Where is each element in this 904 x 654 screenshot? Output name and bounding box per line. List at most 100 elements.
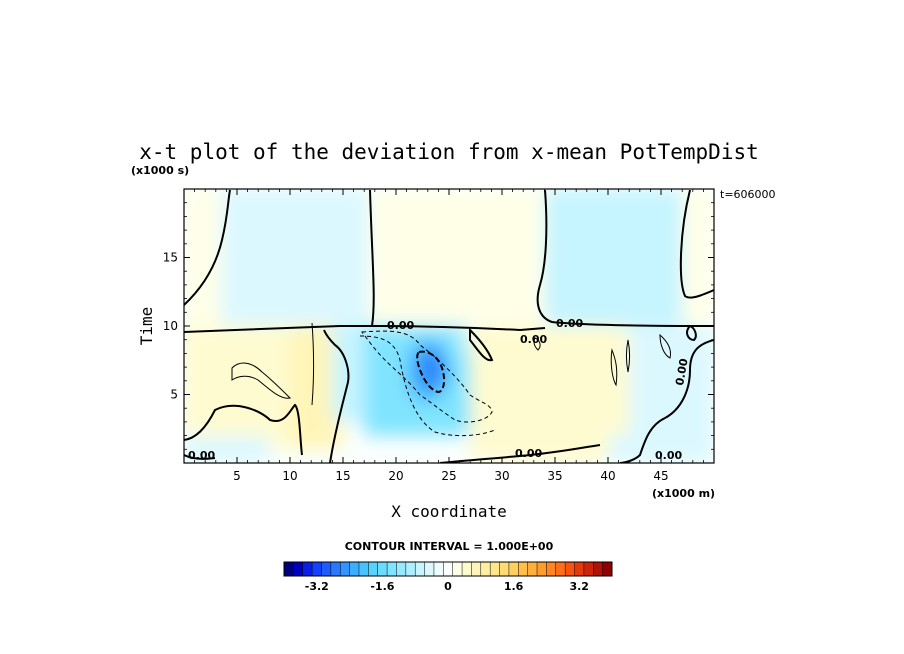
contour-line bbox=[184, 189, 375, 333]
contour-line bbox=[469, 327, 494, 362]
colorbar-swatch bbox=[330, 562, 341, 576]
contour-line bbox=[679, 189, 714, 299]
heatmap-region bbox=[597, 326, 630, 436]
x-tick-label: 30 bbox=[494, 469, 509, 483]
contour-label: 0.00 bbox=[673, 357, 691, 386]
x-tick-label: 45 bbox=[653, 469, 668, 483]
colorbar-swatch bbox=[443, 562, 453, 576]
y-tick-label: 15 bbox=[163, 251, 178, 265]
contour-line bbox=[619, 339, 714, 463]
colorbar-swatch bbox=[284, 562, 294, 576]
x-axis-ticks: 5 10 15 20 25 30 35 40 45 bbox=[194, 189, 704, 483]
colorbar-tick-label: 0 bbox=[444, 580, 452, 593]
contour-line bbox=[533, 337, 541, 351]
colorbar-swatch bbox=[480, 562, 491, 576]
colorbar-swatch bbox=[527, 562, 538, 576]
contour-label: 0.00 bbox=[387, 319, 414, 332]
heatmap-region bbox=[544, 189, 683, 326]
colorbar-swatch bbox=[490, 562, 500, 576]
x-tick-label: 35 bbox=[547, 469, 562, 483]
colorbar-swatch bbox=[593, 562, 603, 576]
colorbar-swatch bbox=[321, 562, 332, 576]
chart-title: x-t plot of the deviation from x-mean Po… bbox=[139, 140, 759, 164]
x-tick-label: 25 bbox=[441, 469, 456, 483]
colorbar-tick-label: 3.2 bbox=[569, 580, 589, 593]
colorbar-swatch bbox=[433, 562, 444, 576]
contour-labels: 0.00 0.00 0.00 0.00 0.00 0.00 0.00 bbox=[188, 317, 691, 462]
heatmap-region bbox=[369, 189, 545, 326]
colorbar-swatch bbox=[499, 562, 510, 576]
contour-line bbox=[323, 329, 350, 463]
y-unit-label: (x1000 s) bbox=[131, 164, 189, 177]
colorbar-ticks: -3.2 -1.6 0 1.6 3.2 bbox=[305, 580, 589, 593]
y-tick-label: 10 bbox=[163, 319, 178, 333]
colorbar-swatch bbox=[471, 562, 482, 576]
contour-line bbox=[184, 454, 216, 460]
colorbar-swatch bbox=[574, 562, 585, 576]
colorbar-frame bbox=[283, 561, 613, 577]
x-tick-label: 40 bbox=[600, 469, 615, 483]
colorbar-swatch bbox=[349, 562, 360, 576]
contour-line bbox=[686, 324, 697, 342]
heatmap-region bbox=[290, 326, 343, 450]
x-axis-label: X coordinate bbox=[391, 502, 507, 521]
contour-label: 0.00 bbox=[556, 317, 583, 330]
colorbar-tick-label: 1.6 bbox=[504, 580, 524, 593]
contour-line bbox=[371, 325, 546, 332]
colorbar-tick-label: -3.2 bbox=[305, 580, 329, 593]
contour-label: 0.00 bbox=[655, 449, 682, 462]
contour-line bbox=[659, 333, 671, 359]
heatmap-region bbox=[184, 326, 322, 450]
colorbar-swatch bbox=[396, 562, 407, 576]
x-tick-label: 5 bbox=[233, 469, 241, 483]
contour-line bbox=[536, 189, 714, 327]
colorbar-swatch bbox=[358, 562, 369, 576]
colorbar-swatch bbox=[340, 562, 350, 576]
heatmap-region bbox=[221, 189, 370, 326]
contour-line bbox=[231, 362, 292, 399]
heatmap-region bbox=[608, 326, 714, 463]
contour-line bbox=[610, 348, 618, 387]
x-unit-label: (x1000 m) bbox=[652, 487, 715, 500]
colorbar-tick-label: -1.6 bbox=[370, 580, 394, 593]
contour-label: 0.00 bbox=[188, 449, 215, 462]
contour-line bbox=[311, 322, 314, 406]
x-tick-label: 20 bbox=[388, 469, 403, 483]
colorbar bbox=[283, 561, 613, 577]
heatmap-region bbox=[682, 189, 714, 326]
contour-line bbox=[626, 339, 630, 373]
x-tick-label: 15 bbox=[335, 469, 350, 483]
contour-interval-label: CONTOUR INTERVAL = 1.000E+00 bbox=[345, 540, 554, 553]
colorbar-swatch bbox=[302, 562, 313, 576]
contour-label: 0.00 bbox=[520, 333, 547, 346]
y-tick-label: 5 bbox=[170, 388, 178, 402]
contour-line bbox=[439, 444, 601, 463]
colorbar-swatch bbox=[518, 562, 528, 576]
colorbar-swatch bbox=[546, 562, 557, 576]
contour-line bbox=[184, 403, 303, 456]
colorbar-swatch bbox=[368, 562, 379, 576]
colorbar-swatch bbox=[508, 562, 519, 576]
time-label: t=606000 bbox=[720, 188, 776, 201]
colorbar-swatch bbox=[377, 562, 388, 576]
contour-line bbox=[416, 350, 446, 394]
contour-label: 0.00 bbox=[515, 447, 542, 460]
contour-line bbox=[359, 335, 496, 437]
colorbar-swatch bbox=[565, 562, 575, 576]
colorbar-swatch bbox=[602, 562, 613, 576]
colorbar-swatch bbox=[583, 562, 594, 576]
colorbar-swatch bbox=[293, 562, 304, 576]
colorbar-swatch bbox=[555, 562, 566, 576]
heatmap-region bbox=[184, 435, 269, 463]
colorbar-swatch bbox=[387, 562, 397, 576]
contour-line bbox=[361, 330, 493, 423]
heatmap-region bbox=[470, 326, 608, 463]
colorbar-swatch bbox=[405, 562, 416, 576]
colorbar-swatch bbox=[424, 562, 435, 576]
colorbar-swatch bbox=[312, 562, 322, 576]
contour-lines bbox=[184, 189, 714, 463]
y-axis-label: Time bbox=[137, 307, 156, 346]
contour-line bbox=[184, 189, 231, 306]
y-axis-ticks: 5 10 15 bbox=[163, 202, 714, 450]
